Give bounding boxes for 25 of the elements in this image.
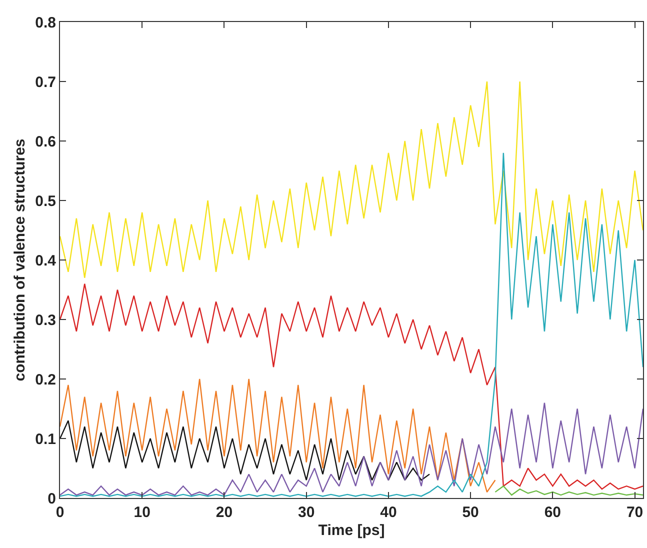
y-tick-label: 0.3 bbox=[35, 312, 56, 329]
y-axis-title: contribution of valence structures bbox=[11, 138, 28, 382]
line-series bbox=[494, 486, 643, 496]
x-tick-label: 60 bbox=[544, 504, 562, 521]
y-tick-label: 0.6 bbox=[35, 133, 56, 150]
x-tick-label: 30 bbox=[298, 504, 315, 521]
y-tick-label: 0.8 bbox=[35, 14, 56, 32]
line-series bbox=[60, 378, 496, 493]
line-series bbox=[60, 80, 643, 278]
x-tick-label: 70 bbox=[626, 504, 644, 521]
x-axis-title: Time [ps] bbox=[318, 522, 385, 539]
x-tick-label: 20 bbox=[216, 504, 233, 521]
y-tick-label: 0.1 bbox=[35, 430, 56, 448]
y-tick-label: 0.2 bbox=[35, 371, 56, 388]
line-series bbox=[60, 402, 643, 496]
x-tick-label: 40 bbox=[380, 504, 397, 521]
x-tick-label: 10 bbox=[134, 504, 150, 521]
y-tick-label: 0.4 bbox=[35, 252, 57, 270]
y-tick-label: 0.5 bbox=[35, 192, 56, 210]
x-tick-label: 50 bbox=[462, 504, 479, 521]
line-series bbox=[60, 283, 643, 490]
line-series bbox=[60, 152, 643, 497]
line-series bbox=[60, 420, 430, 481]
y-tick-label: 0.7 bbox=[35, 74, 56, 91]
y-tick-label: 0 bbox=[48, 490, 56, 508]
